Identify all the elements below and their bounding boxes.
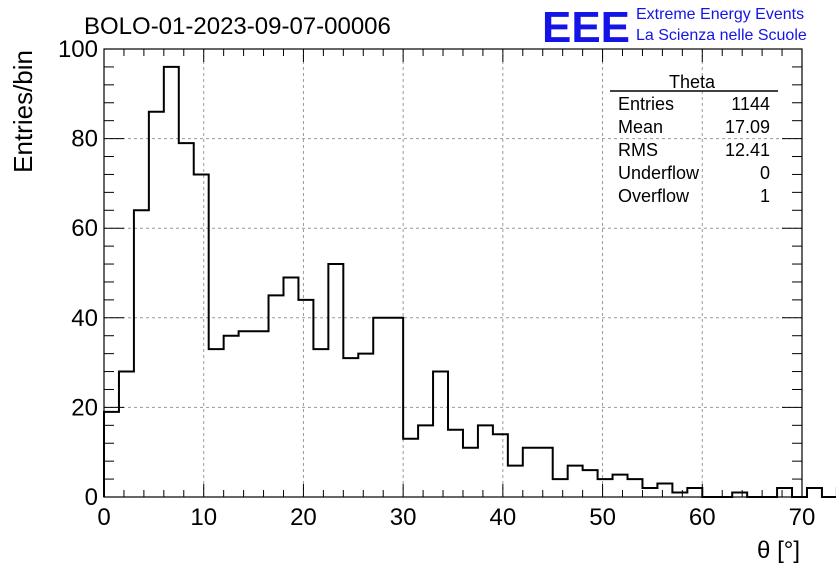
histogram-bin [687, 488, 702, 497]
stats-title: Theta [669, 72, 716, 92]
histogram-bin [313, 349, 328, 497]
x-tick-label: 0 [97, 504, 110, 531]
histogram-bin [134, 210, 149, 497]
histogram-bin [433, 372, 448, 497]
histogram-bin [239, 331, 254, 497]
eee-logo-mark: EEE [542, 3, 630, 52]
x-tick-label: 30 [390, 504, 417, 531]
histogram-bin [568, 466, 583, 497]
histogram-bin [418, 425, 433, 497]
histogram-bin [463, 448, 478, 497]
histogram-bin [328, 264, 343, 497]
x-tick-label: 70 [789, 504, 816, 531]
eee-logo-line2: La Scienza nelle Scuole [636, 27, 807, 44]
stats-underflow-value: 0 [760, 163, 770, 183]
y-tick-label: 40 [71, 305, 98, 332]
grid-lines [104, 49, 802, 497]
histogram-bin [538, 448, 553, 497]
chart-title: BOLO-01-2023-09-07-00006 [84, 13, 391, 40]
stats-entries-label: Entries [618, 94, 674, 114]
stats-rms-value: 12.41 [725, 140, 770, 160]
histogram-bin [254, 331, 269, 497]
x-tick-label: 20 [290, 504, 317, 531]
histogram-bin [553, 479, 568, 497]
stats-rms-label: RMS [618, 140, 658, 160]
histogram-bin [149, 112, 164, 497]
y-tick-label: 80 [71, 126, 98, 153]
stats-overflow-label: Overflow [618, 186, 690, 206]
histogram-bin [448, 430, 463, 497]
histogram-bin [508, 466, 523, 497]
x-tick-label: 10 [190, 504, 217, 531]
histogram-bin [598, 479, 613, 497]
histogram-bin [269, 295, 284, 497]
histogram-bin [657, 484, 672, 497]
x-tick-label: 50 [589, 504, 616, 531]
stats-underflow-label: Underflow [618, 163, 700, 183]
y-tick-label: 60 [71, 215, 98, 242]
stats-mean-label: Mean [618, 117, 663, 137]
histogram-bin [209, 349, 224, 497]
histogram-bin [104, 412, 119, 497]
stats-mean-value: 17.09 [725, 117, 770, 137]
histogram-bin [642, 488, 657, 497]
histogram-bin [493, 434, 508, 497]
x-axis-label: θ [°] [757, 537, 800, 564]
histogram-bin [179, 143, 194, 497]
histogram-bin [613, 475, 628, 497]
histogram-bin [358, 354, 373, 497]
stats-overflow-value: 1 [760, 186, 770, 206]
histogram-bin [807, 488, 822, 497]
stats-box: Theta Entries 1144 Mean 17.09 RMS 12.41 … [610, 72, 778, 206]
histogram-bin [298, 300, 313, 497]
y-tick-label: 20 [71, 394, 98, 421]
histogram-bin [478, 425, 493, 497]
histogram-bin [777, 488, 792, 497]
histogram-bin [164, 67, 179, 497]
histogram-bin [224, 336, 239, 497]
histogram-bin [194, 174, 209, 497]
x-tick-label: 60 [689, 504, 716, 531]
y-tick-label: 0 [85, 484, 98, 511]
histogram-bin [283, 277, 298, 497]
histogram-bin [523, 448, 538, 497]
y-tick-label: 100 [58, 36, 98, 63]
histogram-bin [343, 358, 358, 497]
histogram-bin [119, 372, 134, 497]
x-tick-label: 40 [490, 504, 517, 531]
y-axis-label: Entries/bin [8, 50, 38, 173]
histogram-bin [628, 479, 643, 497]
histogram-bin [403, 439, 418, 497]
histogram-bin [583, 470, 598, 497]
plot-frame [103, 48, 803, 498]
stats-entries-value: 1144 [731, 94, 770, 114]
eee-logo-line1: Extreme Energy Events [636, 6, 804, 23]
